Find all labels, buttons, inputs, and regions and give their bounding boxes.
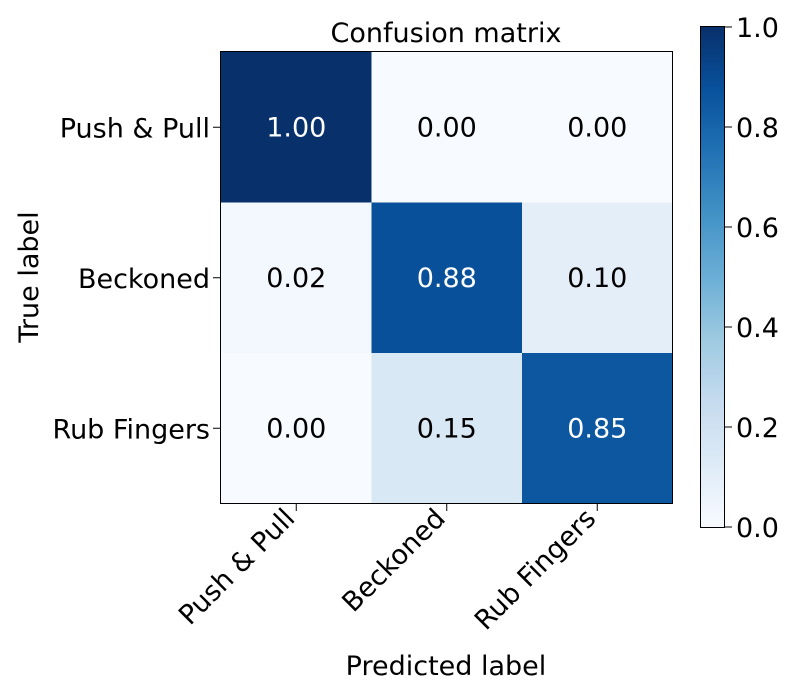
heatmap-cell: [221, 52, 372, 203]
colorbar-tick-label: 0.0: [736, 513, 779, 544]
colorbar-tick-label: 1.0: [736, 13, 779, 44]
colorbar-tick-label: 0.6: [736, 213, 779, 244]
x-tick-label: Push & Pull: [173, 503, 301, 631]
x-axis: Push & Pull Beckoned Rub Fingers: [173, 503, 602, 636]
cell-value-label: 0.00: [266, 413, 326, 444]
x-axis-label: Predicted label: [346, 651, 547, 682]
heatmap-cell: [522, 52, 673, 203]
colorbar-tick-label: 0.2: [736, 413, 779, 444]
y-axis: Push & Pull Beckoned Rub Fingers: [53, 113, 220, 445]
heatmap-cell: [522, 353, 673, 504]
cell-value-label: 0.00: [417, 112, 477, 143]
x-tick-label: Beckoned: [336, 503, 451, 618]
heatmap-cell: [371, 52, 523, 203]
heatmap-cell: [221, 353, 372, 504]
y-tick-label: Push & Pull: [60, 113, 210, 144]
heatmap-cell: [221, 202, 372, 354]
plot-frame: [220, 51, 673, 504]
x-tick-label: Rub Fingers: [469, 503, 602, 636]
cell-value-label: 0.85: [567, 413, 627, 444]
cell-value-label: 0.02: [266, 263, 326, 294]
cell-value-label: 1.00: [266, 112, 326, 143]
colorbar-tick-label: 0.4: [736, 313, 779, 344]
y-axis-label: True label: [14, 211, 45, 343]
heatmap-cell: [371, 353, 523, 504]
heatmap-cell: [522, 202, 673, 354]
colorbar: [700, 26, 725, 528]
colorbar-tick-label: 0.8: [736, 113, 779, 144]
y-tick-label: Rub Fingers: [53, 414, 210, 445]
cell-value-label: 0.10: [567, 263, 627, 294]
heatmap-cell: [371, 202, 523, 354]
heatmap-cells: [221, 52, 673, 504]
colorbar-axis: 0.0 0.2 0.4 0.6 0.8 1.0: [725, 13, 779, 544]
y-tick-label: Beckoned: [78, 264, 210, 295]
cell-value-label: 0.00: [567, 112, 627, 143]
heatmap-cell-labels: 1.00 0.00 0.00 0.02 0.88 0.10 0.00 0.15 0.85: [266, 112, 627, 444]
chart-title: Confusion matrix: [331, 18, 562, 49]
cell-value-label: 0.88: [417, 263, 477, 294]
cell-value-label: 0.15: [417, 413, 477, 444]
